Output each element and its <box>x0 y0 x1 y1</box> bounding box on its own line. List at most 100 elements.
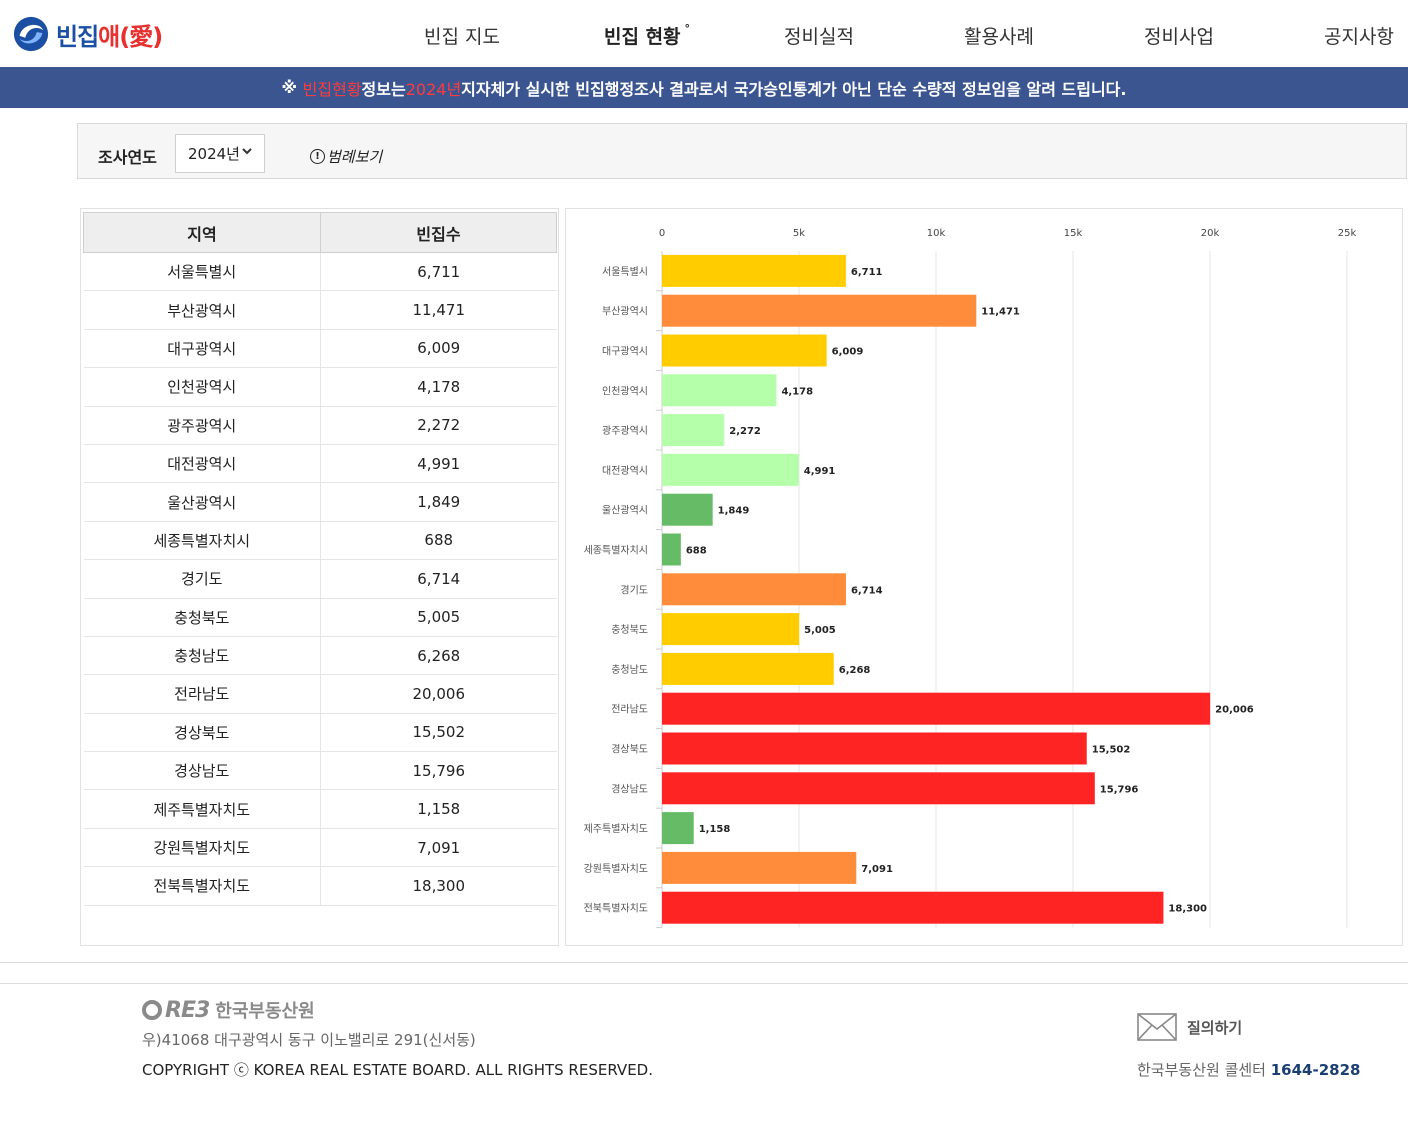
x-tick-label: 20k <box>1201 228 1220 239</box>
bar <box>662 254 846 287</box>
table-row: 경상남도 15,796 <box>83 751 557 791</box>
table-row: 울산광역시 1,849 <box>83 482 557 522</box>
bar-value-label: 1,849 <box>718 506 750 517</box>
footer-logo-reb: RE3 <box>165 997 210 1023</box>
table-cell-count: 20,006 <box>320 674 557 714</box>
bar-value-label: 5,005 <box>804 625 836 636</box>
footer-address: 우)41068 대구광역시 동구 이노밸리로 291(신서동) <box>142 1031 476 1049</box>
table-row: 전라남도 20,006 <box>83 674 557 714</box>
bar-chart: 0 5k 10k 15k 20k 25k 서울특별시 6,711 부산광역시 11,471 대구광역… <box>584 228 1357 929</box>
table-row: 강원특별자치도 7,091 <box>83 828 557 868</box>
callcenter-number: 1644-2828 <box>1270 1061 1361 1079</box>
bar <box>662 414 725 447</box>
y-category-label: 강원특별자치도 <box>584 863 648 875</box>
y-category-label: 경상북도 <box>611 743 648 756</box>
table-cell-count: 6,711 <box>320 252 557 292</box>
bar-value-label: 2,272 <box>729 426 761 437</box>
table-row: 충청북도 5,005 <box>83 598 557 637</box>
inquiry-link[interactable]: 질의하기 <box>1137 1013 1242 1041</box>
logo-accent-text: 애 <box>98 22 120 51</box>
table-row: 부산광역시 11,471 <box>83 290 557 330</box>
footer-divider-top <box>0 962 1408 963</box>
table-cell-count: 2,272 <box>320 406 557 445</box>
site-logo[interactable]: 빈집애(愛) <box>12 14 163 54</box>
table-row: 세종특별자치시 688 <box>83 521 557 561</box>
table-cell-region: 강원특별자치도 <box>83 828 321 868</box>
notice-highlight-status: 빈집현황 <box>302 79 362 99</box>
envelope-icon <box>1137 1013 1177 1041</box>
table-cell-region: 광주광역시 <box>83 406 321 445</box>
bar <box>662 453 799 486</box>
table-cell-region: 부산광역시 <box>83 290 321 330</box>
table-cell-count: 688 <box>320 521 557 561</box>
nav-maintenance-projects[interactable]: 정비사업 <box>1144 26 1214 48</box>
bar-value-label: 6,714 <box>851 585 883 596</box>
survey-year-value: 2024년 <box>188 145 240 163</box>
bar-value-label: 18,300 <box>1168 904 1207 915</box>
bar-value-label: 1,158 <box>699 824 731 835</box>
table-cell-region: 전라남도 <box>83 674 321 714</box>
bar <box>662 573 846 606</box>
bar <box>662 493 713 526</box>
table-row: 대전광역시 4,991 <box>83 444 557 484</box>
notice-mid-text: 정보는 <box>361 79 406 99</box>
table-cell-count: 6,009 <box>320 329 557 369</box>
bar-value-label: 20,006 <box>1215 705 1254 716</box>
footer-copyright: COPYRIGHT ⓒ KOREA REAL ESTATE BOARD. ALL… <box>142 1061 653 1079</box>
survey-year-label: 조사연도 <box>98 148 157 167</box>
info-icon: ! <box>310 149 325 164</box>
nav-vacant-map[interactable]: 빈집 지도 <box>424 26 500 48</box>
bar <box>662 692 1211 725</box>
bar <box>662 613 800 646</box>
bar-value-label: 6,009 <box>832 347 864 358</box>
nav-use-cases[interactable]: 활용사례 <box>964 26 1034 48</box>
y-category-label: 서울특별시 <box>602 266 648 278</box>
table-cell-count: 15,796 <box>320 751 557 791</box>
bar <box>662 891 1164 924</box>
table-header-row: 지역 빈집수 <box>83 212 557 253</box>
table-row: 충청남도 6,268 <box>83 636 557 676</box>
callcenter: 한국부동산원 콜센터 1644-2828 <box>1137 1059 1360 1080</box>
table-cell-count: 6,268 <box>320 636 557 676</box>
nav-vacant-status[interactable]: 빈집 현황 ° <box>604 22 690 49</box>
table-body: 서울특별시 6,711 부산광역시 11,471 대구광역시 6,009 인천광역시 4,17… <box>83 252 557 906</box>
table-cell-count: 4,178 <box>320 367 557 407</box>
table-cell-region: 대전광역시 <box>83 444 321 484</box>
legend-link[interactable]: ! 범례보기 <box>310 146 382 167</box>
bar-value-label: 15,502 <box>1092 745 1131 756</box>
y-category-label: 충청북도 <box>611 624 648 636</box>
table-cell-region: 세종특별자치시 <box>83 521 321 561</box>
table-cell-region: 제주특별자치도 <box>83 789 321 829</box>
y-category-label: 전라남도 <box>611 704 648 716</box>
reb-logo-icon <box>142 1000 162 1020</box>
nav-maintenance-results[interactable]: 정비실적 <box>784 26 854 48</box>
site-header: 빈집애(愛) 빈집 지도 빈집 현황 ° 정비실적 활용사례 정비사업 공지사항 <box>0 0 1408 67</box>
y-category-label: 광주광역시 <box>602 425 648 437</box>
bar <box>662 294 977 327</box>
bar <box>662 334 827 367</box>
table-row: 제주특별자치도 1,158 <box>83 789 557 829</box>
x-tick-label: 5k <box>793 228 805 239</box>
table-row: 대구광역시 6,009 <box>83 329 557 369</box>
bar <box>662 851 857 884</box>
bar-value-label: 688 <box>686 546 707 557</box>
header-vacant-count: 빈집수 <box>320 212 557 253</box>
bar <box>662 533 681 566</box>
y-category-label: 제주특별자치도 <box>584 823 648 835</box>
bar <box>662 772 1095 805</box>
survey-year-select[interactable]: 2024년 <box>175 134 265 173</box>
bar <box>662 652 834 685</box>
bar-value-label: 7,091 <box>861 864 893 875</box>
bar-value-label: 15,796 <box>1100 784 1139 795</box>
callcenter-label: 한국부동산원 콜센터 <box>1137 1061 1271 1079</box>
x-tick-label: 25k <box>1338 228 1357 239</box>
table-cell-count: 18,300 <box>320 866 557 906</box>
footer-logo: RE3 한국부동산원 <box>142 997 315 1023</box>
nav-active-marker: ° <box>684 22 691 35</box>
table-cell-count: 7,091 <box>320 828 557 868</box>
y-category-label: 세종특별자치시 <box>584 545 648 557</box>
nav-notices[interactable]: 공지사항 <box>1324 26 1394 48</box>
legend-link-label: 범례보기 <box>327 148 383 166</box>
table-row: 전북특별자치도 18,300 <box>83 866 557 906</box>
logo-paren-open: ( <box>119 22 130 51</box>
